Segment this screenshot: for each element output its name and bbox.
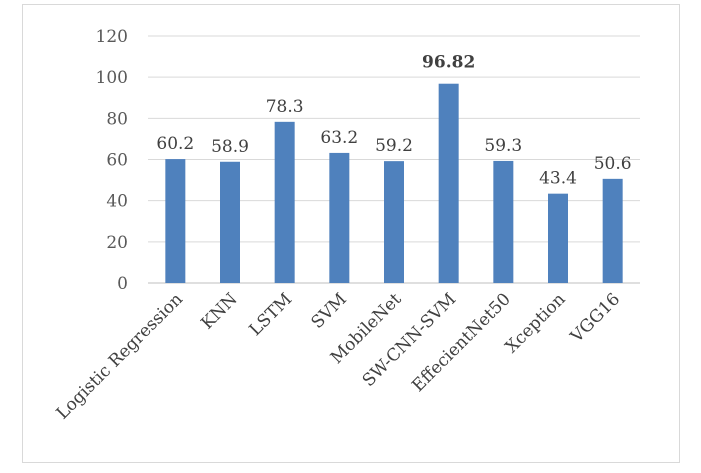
x-tick-label: KNN — [197, 289, 241, 333]
x-tick-label: SVM — [307, 289, 350, 332]
y-tick-label: 60 — [106, 151, 128, 171]
x-tick-label: LSTM — [246, 289, 297, 340]
bar-vgg16 — [602, 178, 623, 283]
x-tick-label: Logistic Regression — [53, 289, 187, 423]
data-label: 96.82 — [422, 53, 475, 73]
data-label: 63.2 — [320, 128, 358, 148]
data-label: 58.9 — [211, 137, 249, 157]
data-label: 60.2 — [156, 134, 194, 154]
y-tick-label: 40 — [106, 192, 128, 212]
data-label: 43.4 — [539, 169, 577, 189]
bar-lstm — [274, 121, 295, 284]
bar-sw-cnn-svm — [438, 83, 459, 284]
y-tick-label: 120 — [96, 27, 128, 47]
x-tick-label: VGG16 — [566, 289, 624, 347]
y-tick-label: 80 — [106, 109, 128, 129]
bar-knn — [220, 161, 240, 283]
bar-logistic-regression — [165, 159, 186, 283]
bar-xception — [548, 193, 568, 283]
data-label: 78.3 — [266, 97, 304, 117]
bar-mobilenet — [384, 161, 404, 283]
data-label: 59.3 — [484, 136, 522, 156]
data-label: 50.6 — [594, 154, 632, 174]
y-tick-label: 20 — [106, 233, 128, 253]
y-tick-label: 100 — [96, 68, 128, 88]
bar-effecientnet50 — [493, 160, 514, 283]
data-label: 59.2 — [375, 136, 413, 156]
x-tick-label: SW-CNN-SVM — [359, 289, 460, 390]
x-tick-label: Xception — [502, 289, 570, 357]
chart-frame — [22, 4, 680, 463]
x-tick-label: EffecientNet50 — [408, 289, 515, 396]
bar-svm — [329, 152, 350, 283]
y-tick-label: 0 — [117, 274, 128, 294]
